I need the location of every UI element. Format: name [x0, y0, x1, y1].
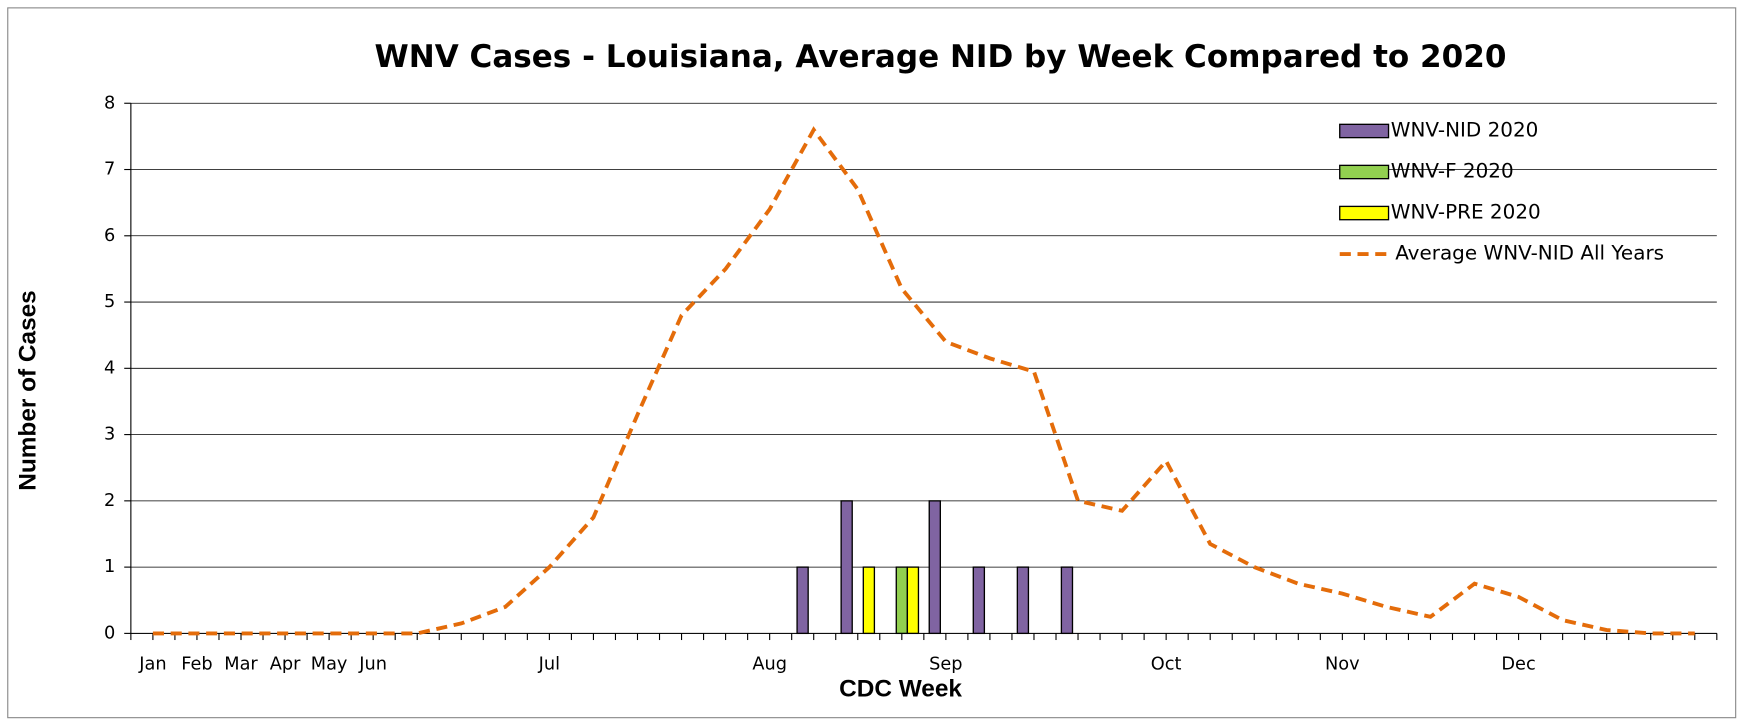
x-tick-label: Jan — [138, 654, 166, 674]
y-tick-label: 7 — [104, 160, 115, 180]
bar — [928, 500, 941, 635]
bar — [796, 566, 809, 635]
legend-label: WNV-NID 2020 — [1391, 117, 1539, 141]
x-tick-label: Jul — [538, 654, 560, 674]
x-tick-label: Mar — [224, 654, 258, 674]
bar — [1016, 566, 1030, 635]
x-tick-label: Nov — [1325, 654, 1360, 674]
legend-swatch — [1339, 123, 1390, 139]
x-tick-label: May — [311, 654, 348, 674]
y-tick-label: 6 — [104, 226, 115, 246]
x-tick-label: Feb — [181, 654, 212, 674]
y-axis-label: Number of Cases — [14, 290, 41, 490]
y-tick-label: 5 — [104, 292, 115, 312]
x-tick-label: Aug — [752, 654, 787, 674]
x-tick-label: Jun — [358, 654, 387, 674]
bar — [1060, 566, 1074, 635]
chart-title: WNV Cases - Louisiana, Average NID by We… — [374, 39, 1506, 75]
bar — [972, 566, 986, 635]
bar — [906, 566, 920, 635]
x-tick-label: Sep — [929, 654, 962, 674]
y-tick-label: 8 — [104, 93, 115, 113]
y-tick-label: 0 — [104, 623, 115, 643]
x-tick-label: Dec — [1501, 654, 1535, 674]
bar — [840, 500, 853, 635]
legend-label: WNV-PRE 2020 — [1391, 200, 1541, 224]
y-tick-label: 1 — [104, 557, 115, 577]
legend-swatch — [1339, 164, 1390, 180]
legend-swatch — [1339, 205, 1390, 221]
average-line — [152, 126, 1695, 636]
x-axis-label: CDC Week — [839, 675, 962, 702]
y-tick-label: 3 — [104, 425, 115, 445]
bar — [895, 566, 909, 635]
bar — [862, 566, 876, 635]
legend-label: Average WNV-NID All Years — [1395, 241, 1664, 265]
legend-label: WNV-F 2020 — [1391, 159, 1514, 183]
y-tick-label: 4 — [104, 358, 115, 378]
x-tick-label: Oct — [1151, 654, 1182, 674]
x-tick-label: Apr — [270, 654, 301, 674]
y-tick-label: 2 — [104, 491, 115, 511]
